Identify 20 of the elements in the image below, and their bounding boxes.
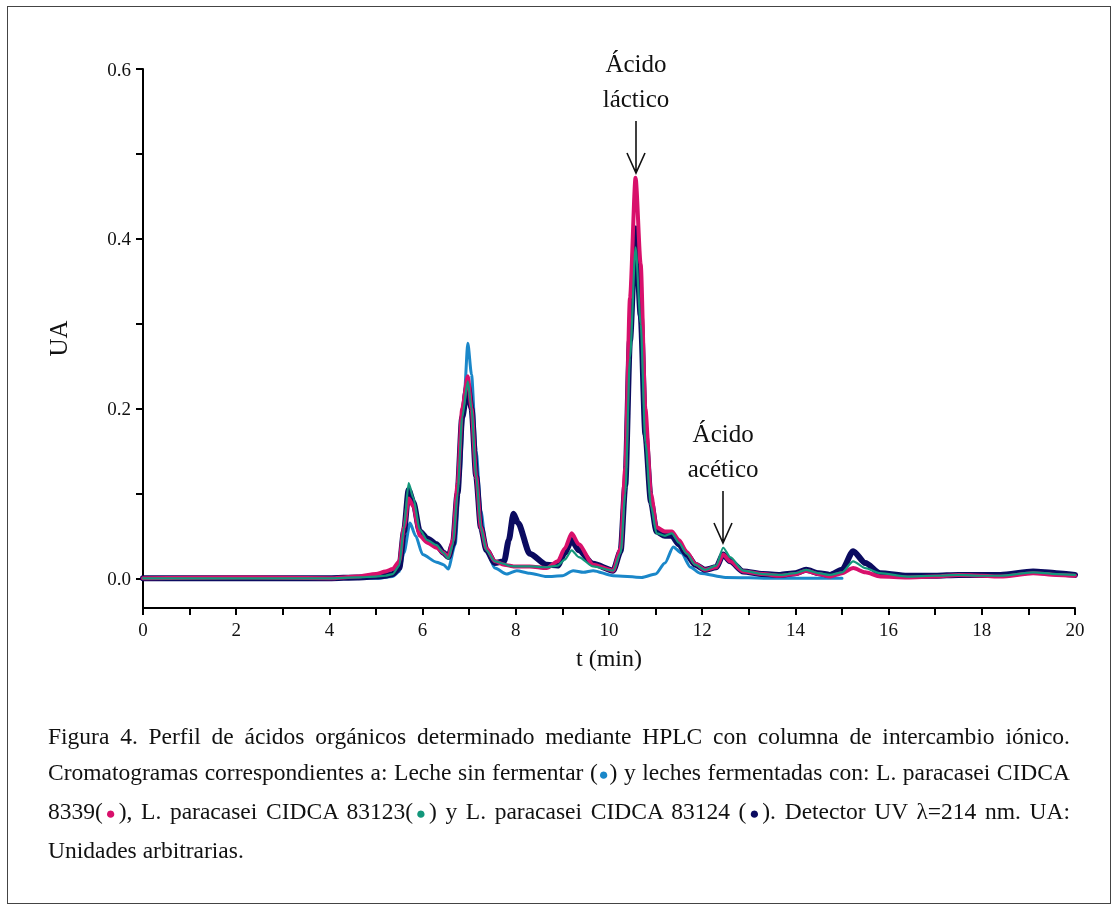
x-tick-label: 20 bbox=[1065, 619, 1085, 640]
x-axis-title: t (min) bbox=[576, 645, 642, 671]
x-tick-label: 14 bbox=[785, 619, 806, 640]
x-tick-label: 2 bbox=[231, 619, 241, 640]
y-tick-label: 0.4 bbox=[107, 228, 132, 250]
x-tick-label: 8 bbox=[511, 619, 521, 640]
y-axis-title: UA bbox=[45, 320, 72, 357]
x-tick-label: 12 bbox=[692, 619, 712, 640]
x-tick-label: 16 bbox=[879, 619, 899, 640]
y-tick-label: 0.2 bbox=[107, 398, 131, 420]
x-tick-label: 18 bbox=[972, 619, 992, 640]
y-tick-label: 0.6 bbox=[107, 58, 131, 80]
x-tick-label: 4 bbox=[324, 619, 335, 640]
x-tick-label: 10 bbox=[599, 619, 619, 640]
x-tick-label: 6 bbox=[417, 619, 428, 640]
y-tick-label: 0.0 bbox=[107, 567, 131, 589]
x-tick-label: 0 bbox=[138, 619, 148, 640]
text: Figura 4. Perfil de ácidos orgánicos determinado mediante HPLC con columna de intercambio iónico. Cromatogramas correspondientes a: Leche sin fermentar (●) y leches fermentadas con: L. paracasei CIDCA 8339(●), L. paracasei CIDCA 83123(●) y L. paracasei CIDCA 83124 (●). Detector UV λ=214 nm. UA: Unidades arbitrarias. bbox=[48, 723, 1070, 863]
annotation: Ácido acético bbox=[686, 418, 760, 484]
annotation: Ácido láctico bbox=[601, 48, 671, 114]
